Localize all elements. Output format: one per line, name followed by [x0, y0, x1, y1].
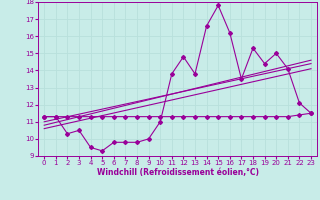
X-axis label: Windchill (Refroidissement éolien,°C): Windchill (Refroidissement éolien,°C) [97, 168, 259, 177]
